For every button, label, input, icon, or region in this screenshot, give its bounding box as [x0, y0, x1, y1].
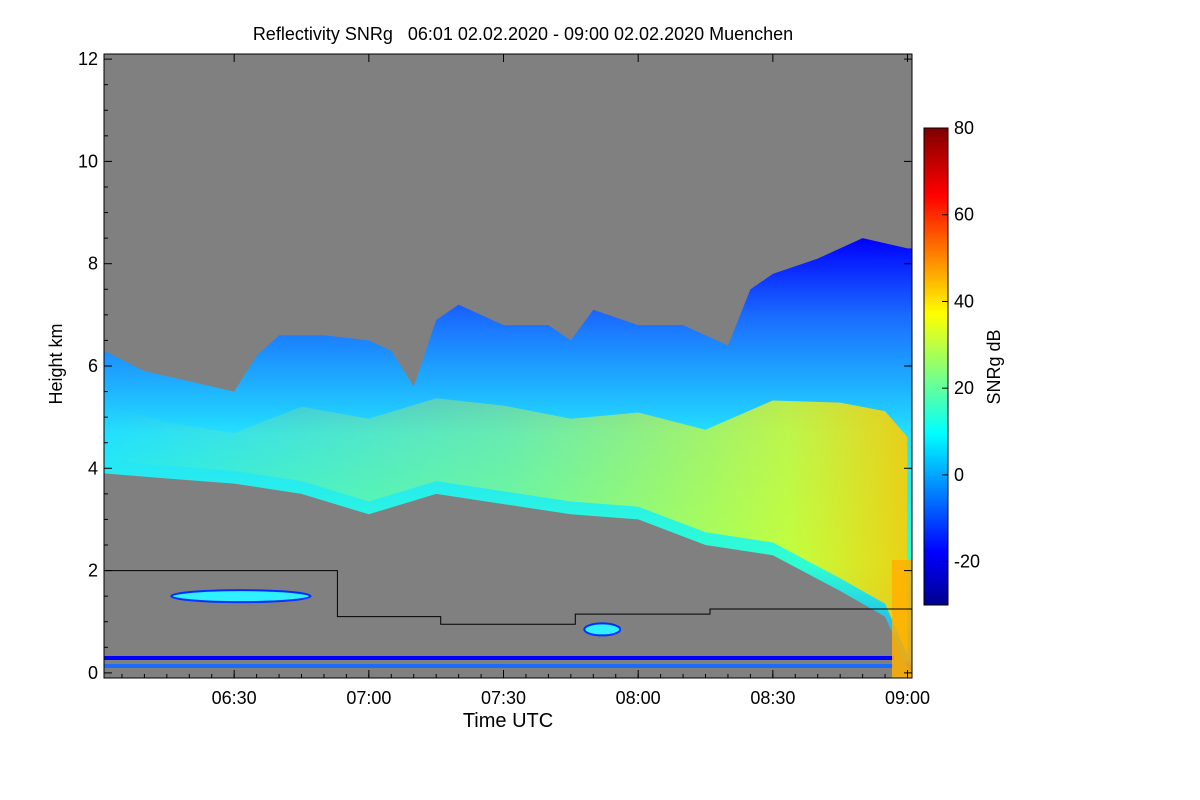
x-tick-label: 08:30 [750, 688, 795, 708]
colorbar-label: SNRg dB [984, 329, 1004, 404]
ground-clutter-band [104, 664, 894, 668]
overlay-boundary-line [104, 570, 912, 625]
colorbar-tick-label: 20 [954, 378, 974, 398]
surface-precip-streak [892, 560, 912, 678]
x-tick-label: 09:00 [885, 688, 930, 708]
plot-area [104, 54, 912, 678]
cloud-core-high-snr [104, 398, 908, 655]
y-tick-label: 12 [78, 49, 98, 69]
ground-clutter-band [104, 656, 894, 660]
x-axis-label: Time UTC [463, 710, 553, 732]
x-tick-label: 08:00 [616, 688, 661, 708]
y-tick-label: 8 [88, 254, 98, 274]
colorbar-tick-label: 80 [954, 118, 974, 138]
y-tick-label: 4 [88, 458, 98, 478]
low-echo-patch [583, 622, 622, 637]
low-echo-patch [170, 589, 312, 604]
chart-title: Reflectivity SNRg 06:01 02.02.2020 - 09:… [253, 24, 793, 44]
x-axis: 06:30 07:00 07:30 08:00 08:30 09:00 [121, 54, 930, 708]
colorbar-tick-label: -20 [954, 552, 980, 572]
colorbar-frame [923, 127, 949, 606]
x-tick-label: 07:00 [346, 688, 391, 708]
colorbar-gradient [924, 128, 948, 605]
colorbar-tick-label: 0 [954, 465, 964, 485]
colorbar: -20 0 20 40 60 80 SNRg dB [923, 118, 1004, 606]
x-tick-label: 06:30 [212, 688, 257, 708]
x-tick-label: 07:30 [481, 688, 526, 708]
y-tick-label: 10 [78, 151, 98, 171]
y-axis-label: Height km [46, 323, 66, 404]
y-tick-label: 0 [88, 663, 98, 683]
colorbar-tick-label: 60 [954, 205, 974, 225]
y-tick-label: 2 [88, 561, 98, 581]
colorbar-tick-label: 40 [954, 291, 974, 311]
y-axis: 0 2 4 6 8 10 12 [78, 49, 912, 683]
y-tick-label: 6 [88, 356, 98, 376]
